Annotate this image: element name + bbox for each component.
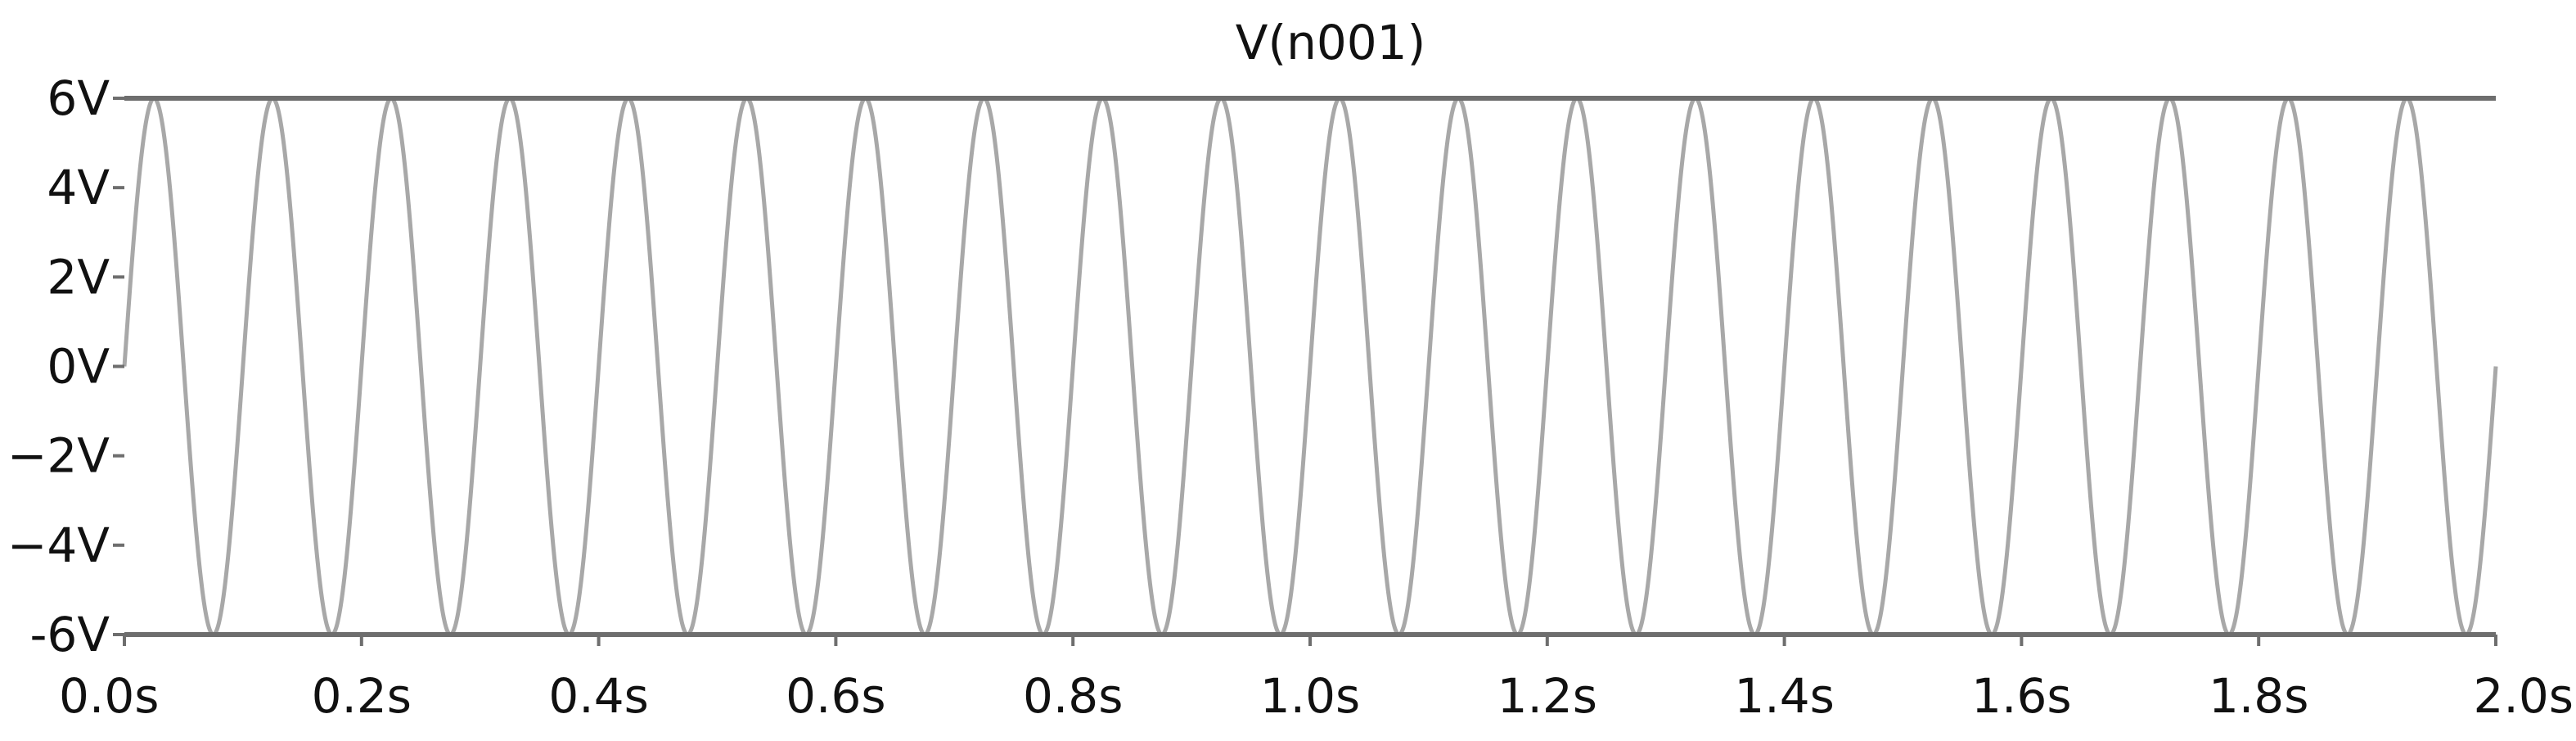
y-tick-label: −4V [7,517,110,573]
x-tick-label: 1.4s [1734,668,1834,724]
x-tick-label: 0.4s [548,668,648,724]
y-tick-label: 6V [47,70,110,126]
x-tick-label: 1.6s [1971,668,2071,724]
x-axis-ticks: 0.0s 0.2s 0.4s 0.6s 0.8s 1.0s 1.2s 1.4s 1.6s 1.8s… [59,635,2574,724]
y-tick-label: 2V [47,249,110,305]
x-tick-label: 1.8s [2209,668,2308,724]
x-tick-label: 0.0s [59,668,159,724]
y-tick-label: 4V [47,160,110,215]
chart-title: V(n001) [1236,15,1425,70]
x-tick-label: 0.6s [786,668,885,724]
waveform-layer [122,96,2498,637]
x-tick-label: 2.0s [2474,668,2574,724]
series-line [122,96,2498,637]
y-tick-label: -6V [29,607,110,662]
x-tick-label: 1.2s [1497,668,1597,724]
x-tick-label: 0.2s [312,668,412,724]
y-tick-label: 0V [47,339,110,395]
y-tick-label: −2V [7,428,110,484]
x-tick-label: 1.0s [1260,668,1360,724]
x-tick-label: 0.8s [1023,668,1123,724]
y-axis-ticks: 6V 4V 2V 0V −2V −4V -6V [7,70,124,662]
